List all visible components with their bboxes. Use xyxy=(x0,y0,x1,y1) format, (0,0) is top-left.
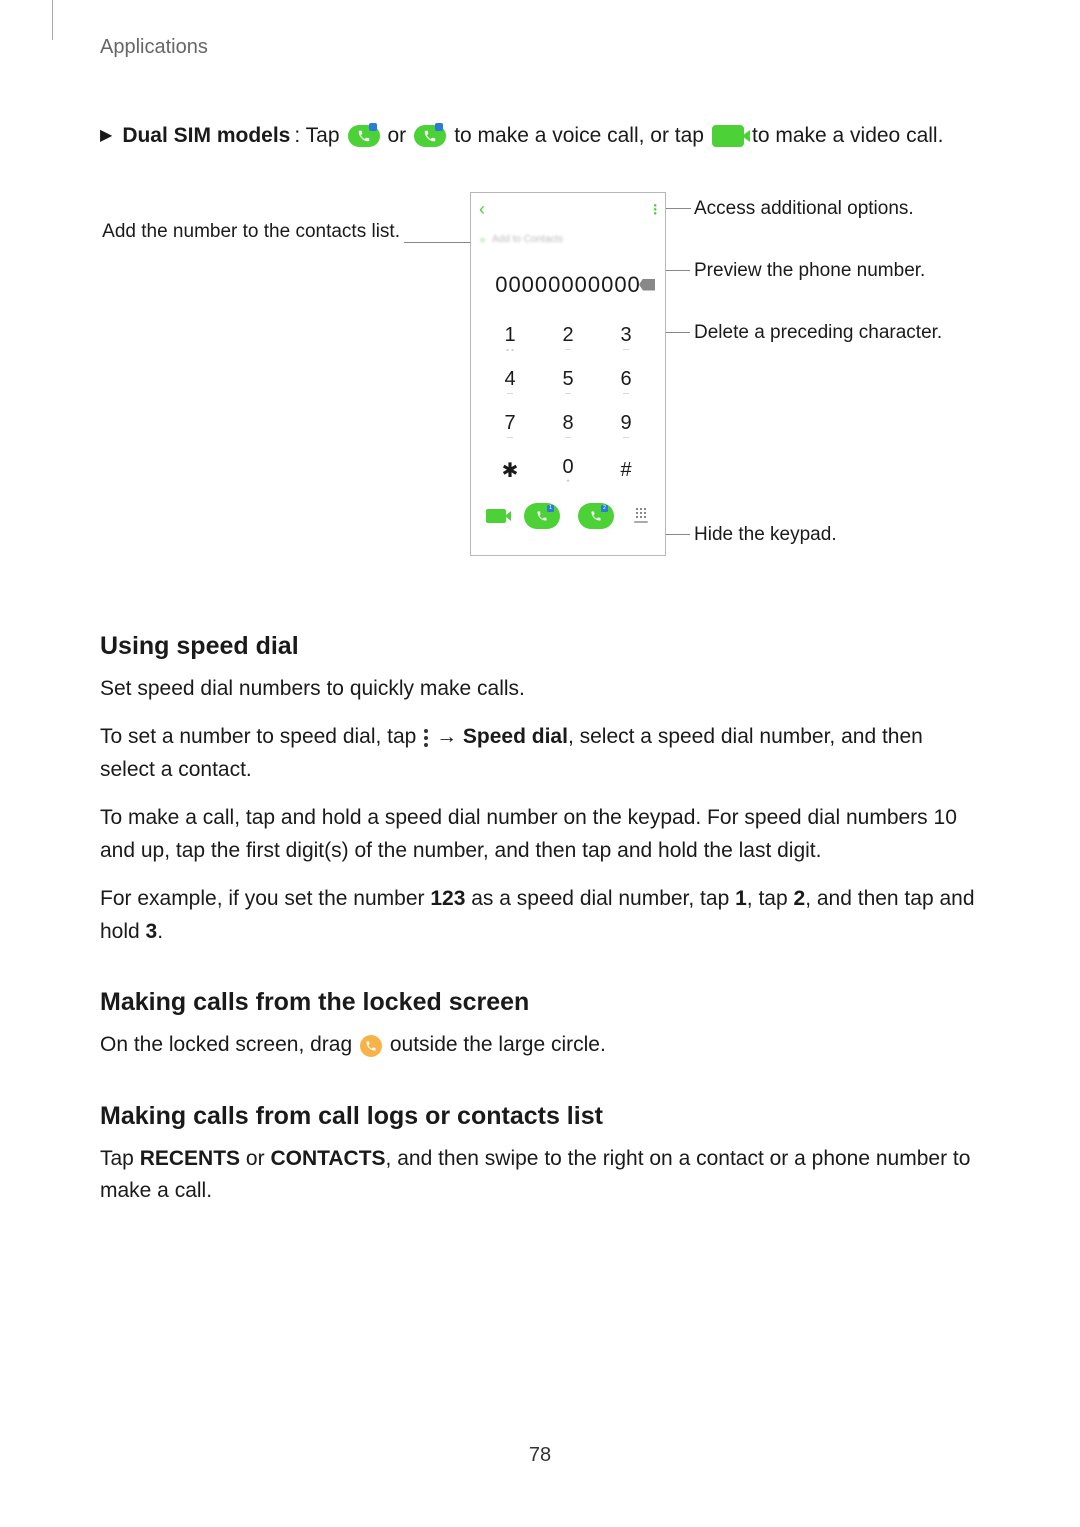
key-9[interactable]: 9— xyxy=(597,405,655,449)
video-call-icon xyxy=(712,125,744,147)
heading-locked-screen: Making calls from the locked screen xyxy=(100,988,980,1017)
callout-add-contacts: Add the number to the contacts list. xyxy=(100,220,400,245)
add-to-contacts-button[interactable]: + Add to Contacts xyxy=(471,227,665,253)
phone-screenshot: ‹ ●●● + Add to Contacts 00000000000 1⚬⚬ … xyxy=(470,192,666,556)
key-hash[interactable]: # xyxy=(597,449,655,493)
callout-delete-char: Delete a preceding character. xyxy=(694,322,942,344)
key-5[interactable]: 5— xyxy=(539,361,597,405)
key-4[interactable]: 4— xyxy=(481,361,539,405)
key-3[interactable]: 3— xyxy=(597,317,655,361)
key-8[interactable]: 8— xyxy=(539,405,597,449)
call-sim2-button[interactable]: 2 xyxy=(578,503,614,529)
more-options-icon[interactable]: ●●● xyxy=(653,204,657,216)
call-sim2-icon xyxy=(414,125,446,147)
triangle-bullet-icon: ▶ xyxy=(100,124,112,148)
phone-shortcut-icon xyxy=(360,1035,382,1057)
key-7[interactable]: 7— xyxy=(481,405,539,449)
para-sd-1: Set speed dial numbers to quickly make c… xyxy=(100,673,980,706)
backspace-icon[interactable] xyxy=(639,279,655,291)
key-6[interactable]: 6— xyxy=(597,361,655,405)
hide-keypad-button[interactable] xyxy=(632,508,650,523)
para-sd-3: To make a call, tap and hold a speed dia… xyxy=(100,802,980,867)
para-logs: Tap RECENTS or CONTACTS, and then swipe … xyxy=(100,1143,980,1208)
call-sim1-icon xyxy=(348,125,380,147)
key-0[interactable]: 0+ xyxy=(539,449,597,493)
more-options-icon xyxy=(424,729,428,747)
page-number: 78 xyxy=(0,1444,1080,1467)
video-call-button[interactable] xyxy=(486,509,506,523)
margin-line xyxy=(52,0,53,40)
key-star[interactable]: ✱ xyxy=(481,449,539,493)
dual-sim-instructions: ▶ Dual SIM models : Tap or to make a voi… xyxy=(100,120,980,152)
dual-sim-label: Dual SIM models xyxy=(122,120,290,152)
heading-speed-dial: Using speed dial xyxy=(100,632,980,661)
callout-more-options: Access additional options. xyxy=(694,198,914,220)
para-sd-2: To set a number to speed dial, tap → Spe… xyxy=(100,721,980,786)
phone-number-display: 00000000000 xyxy=(471,253,665,317)
plus-icon: + xyxy=(479,233,486,247)
callout-preview-number: Preview the phone number. xyxy=(694,260,925,282)
back-icon[interactable]: ‹ xyxy=(479,199,485,220)
call-sim1-button[interactable]: 1 xyxy=(524,503,560,529)
section-breadcrumb: Applications xyxy=(100,36,208,59)
heading-call-logs: Making calls from call logs or contacts … xyxy=(100,1102,980,1131)
para-locked: On the locked screen, drag outside the l… xyxy=(100,1029,980,1062)
callout-hide-keypad: Hide the keypad. xyxy=(694,524,837,546)
key-1[interactable]: 1⚬⚬ xyxy=(481,317,539,361)
para-sd-4: For example, if you set the number 123 a… xyxy=(100,883,980,948)
dial-keypad: 1⚬⚬ 2— 3— 4— 5— 6— 7— 8— 9— ✱ 0+ # xyxy=(471,317,665,493)
phone-mockup-diagram: Add the number to the contacts list. Acc… xyxy=(100,192,980,592)
key-2[interactable]: 2— xyxy=(539,317,597,361)
